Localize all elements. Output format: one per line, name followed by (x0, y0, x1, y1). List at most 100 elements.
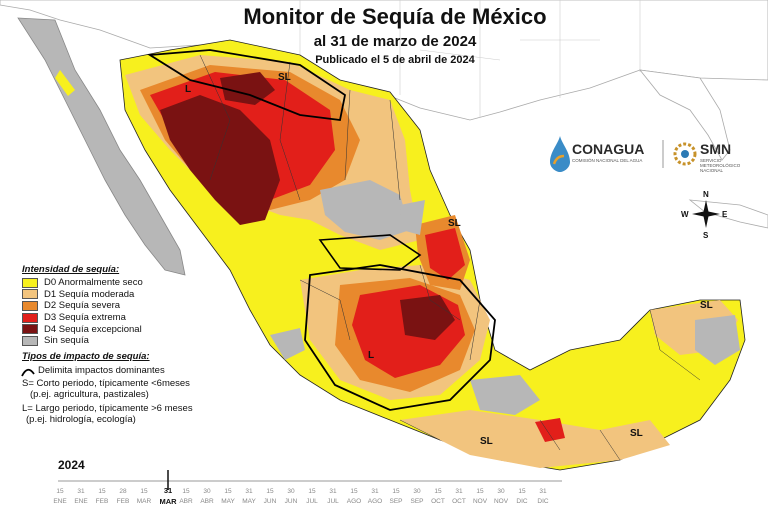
timeline-month-label: NOV (493, 498, 509, 505)
timeline-month-label: JUL (306, 498, 318, 505)
legend-item: Sin sequía (22, 335, 232, 347)
timeline-month-label: JUL (327, 498, 339, 505)
timeline-day-label: 30 (497, 488, 505, 495)
smn-logo-subtext: SERVICIO METEOROLÓGICO NACIONAL (700, 158, 741, 173)
legend-label: Sin sequía (44, 335, 89, 347)
timeline-day-label: 15 (308, 488, 316, 495)
smn-logo-mark (673, 142, 697, 166)
compass-w: W (681, 210, 689, 219)
impact-boundary-center (304, 264, 496, 411)
d4-chihuahua (220, 72, 275, 105)
timeline-year: 2024 (58, 458, 85, 472)
us-state-lines (299, 0, 641, 118)
sin-sequia-veracruz (470, 375, 540, 415)
impact-boundary-gulf (318, 234, 422, 271)
timeline-month-label: MAY (242, 498, 256, 505)
published-date: Publicado el 5 de abril de 2024 (315, 54, 475, 66)
timeline-month-label: JUN (263, 498, 277, 505)
timeline-day-label: 15 (266, 488, 274, 495)
compass-s: S (703, 231, 709, 240)
legend-impact-line (21, 368, 35, 377)
legend-long-line2: (p.ej. hidrología, ecología) (26, 413, 136, 425)
timeline-month-label: OCT (431, 498, 445, 505)
timeline-month-label: ABR (179, 498, 193, 505)
legend-label: D1 Sequía moderada (44, 288, 135, 300)
timeline-month-label: FEB (95, 498, 109, 505)
legend-item: D3 Sequía extrema (22, 312, 232, 324)
legend-swatch (22, 324, 38, 335)
smn-logo-text: SMN (700, 141, 732, 157)
timeline-month-label: ENE (53, 498, 67, 505)
timeline-day-label: 30 (413, 488, 421, 495)
legend-swatch (22, 277, 38, 288)
florida (639, 69, 731, 161)
compass-rose (692, 200, 720, 228)
timeline-month-label: ABR (200, 498, 214, 505)
timeline-month-label: JUN (284, 498, 298, 505)
legend-impact-heading: Tipos de impacto de sequía: (22, 350, 150, 362)
timeline-current-day: 31 (163, 486, 173, 495)
compass-n: N (703, 190, 709, 199)
timeline-month-label: ENE (74, 498, 88, 505)
timeline-day-label: 31 (539, 488, 547, 495)
legend-short-line2: (p.ej. agricultura, pastizales) (30, 388, 149, 400)
legend-short-term: S= Corto periodo, típicamente <6meses (p… (22, 378, 232, 400)
legend-impact-line-label: Delimita impactos dominantes (38, 364, 165, 376)
legend-short-line1: S= Corto periodo, típicamente <6meses (22, 377, 190, 389)
label-l-center: L (368, 350, 375, 361)
conagua-logo-text: CONAGUA (572, 141, 645, 157)
map-date: al 31 de marzo de 2024 (313, 33, 477, 50)
timeline-day-label: 31 (455, 488, 463, 495)
legend-item: D1 Sequía moderada (22, 289, 232, 301)
label-sl-yucatan: SL (700, 300, 713, 311)
label-sl-gulf: SL (448, 218, 461, 229)
map-title: Monitor de Sequía de México (243, 4, 547, 29)
timeline-month-label: DIC (516, 498, 528, 505)
timeline-day-label: 30 (287, 488, 295, 495)
timeline-day-label: 15 (434, 488, 442, 495)
legend-item: D4 Sequía excepcional (22, 323, 232, 335)
legend-label: D4 Sequía excepcional (44, 323, 142, 335)
legend-intensity-heading: Intensidad de sequía: (22, 264, 120, 275)
timeline-month-label: AGO (367, 498, 383, 505)
timeline-month-label: AGO (346, 498, 362, 505)
label-sl-south: SL (480, 436, 493, 447)
timeline-current-month: MAR (159, 497, 177, 506)
timeline-day-label: 15 (350, 488, 358, 495)
conagua-logo-subtext: COMISIÓN NACIONAL DEL AGUA (572, 158, 643, 163)
legend-swatch (22, 300, 38, 311)
timeline-day-label: 15 (140, 488, 148, 495)
d4-sonora (160, 95, 280, 225)
legend-long-term: L= Largo periodo, típicamente >6 meses (… (22, 403, 232, 425)
legend-item: D2 Sequía severa (22, 300, 232, 312)
legend-item: D0 Anormalmente seco (22, 277, 232, 289)
timeline-day-label: 15 (182, 488, 190, 495)
timeline-month-label: NOV (472, 498, 488, 505)
sin-sequia-coahuila (320, 180, 410, 240)
d4-center (400, 295, 455, 340)
timeline-month-label: SEP (389, 498, 403, 505)
legend-swatch (22, 335, 38, 346)
legend-swatch (22, 289, 38, 300)
legend-swatch (22, 312, 38, 323)
state-borders (199, 54, 701, 461)
sin-sequia-jalisco (270, 328, 305, 360)
legend-long-line1: L= Largo periodo, típicamente >6 meses (22, 402, 193, 414)
label-sl-chiapas: SL (630, 428, 643, 439)
impact-boundary-north (147, 49, 347, 121)
timeline-day-label: 31 (329, 488, 337, 495)
timeline-month-label: MAY (221, 498, 235, 505)
timeline-day-label: 15 (224, 488, 232, 495)
timeline-month-label: SEP (410, 498, 424, 505)
timeline-day-label: 15 (392, 488, 400, 495)
timeline-day-label: 15 (518, 488, 526, 495)
compass-e: E (722, 210, 728, 219)
conagua-logo-mark (550, 136, 570, 172)
legend: Intensidad de sequía: D0 Anormalmente se… (22, 264, 232, 425)
d1-south (400, 410, 670, 468)
d3-gulf (425, 228, 465, 280)
timeline-month-label: OCT (452, 498, 466, 505)
timeline-month-label: FEB (116, 498, 130, 505)
